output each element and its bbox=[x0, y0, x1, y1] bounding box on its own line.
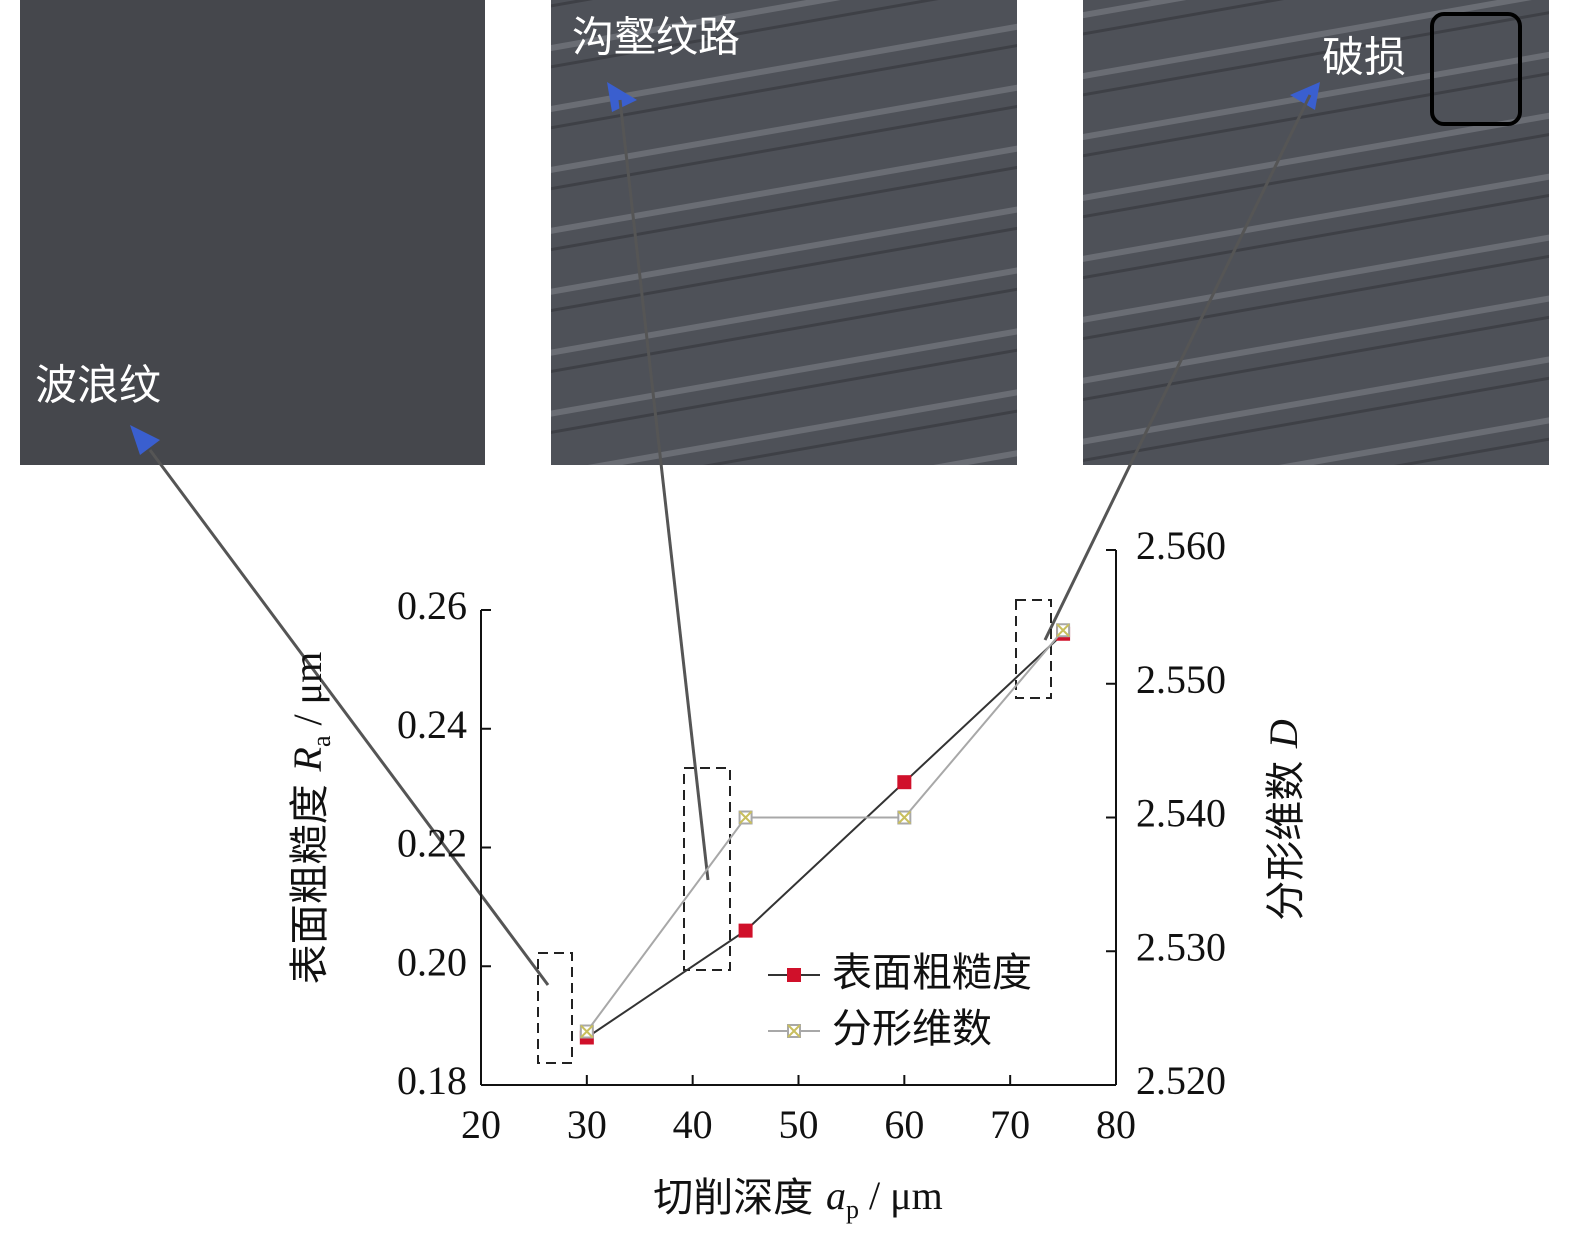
y2-tick-label: 2.540 bbox=[1136, 791, 1226, 836]
marker bbox=[897, 810, 912, 825]
y2-axis-label: 分形维数 D bbox=[1261, 719, 1309, 921]
y-tick-label: 0.18 bbox=[397, 1058, 467, 1103]
marker bbox=[738, 810, 753, 825]
x-tick-label: 20 bbox=[461, 1102, 501, 1147]
marker bbox=[787, 968, 801, 982]
series-line bbox=[586, 629, 1064, 1033]
x-tick-label: 30 bbox=[567, 1102, 607, 1147]
marker-cross bbox=[1056, 623, 1070, 637]
y-tick-label: 0.22 bbox=[397, 821, 467, 866]
y-tick-label: 0.26 bbox=[397, 583, 467, 628]
legend-label: 表面粗糙度 bbox=[832, 950, 1032, 996]
damage-box bbox=[1430, 12, 1522, 126]
marker-cross bbox=[738, 810, 753, 825]
marker bbox=[897, 775, 912, 790]
x-tick-label: 80 bbox=[1096, 1102, 1136, 1147]
x-tick-label: 70 bbox=[990, 1102, 1030, 1147]
highlight-boxes bbox=[537, 599, 1052, 1064]
image-panel bbox=[20, 0, 485, 465]
marker bbox=[1056, 623, 1071, 638]
marker-cross bbox=[897, 810, 912, 825]
y2-tick-label: 2.560 bbox=[1136, 523, 1226, 568]
image-panel bbox=[551, 0, 1017, 465]
y-tick-label: 0.24 bbox=[397, 702, 467, 747]
marker bbox=[787, 1024, 801, 1038]
x-tick-label: 60 bbox=[884, 1102, 924, 1147]
marker bbox=[579, 1024, 594, 1039]
x-tick-label: 50 bbox=[779, 1102, 819, 1147]
marker bbox=[738, 923, 753, 938]
annotation: 波浪纹 bbox=[35, 361, 161, 410]
y-axis-label: 表面粗糙度 Ra / μm bbox=[285, 652, 336, 984]
y2-tick-label: 2.520 bbox=[1136, 1058, 1226, 1103]
y2-tick-label: 2.550 bbox=[1136, 657, 1226, 702]
image-panel bbox=[1083, 0, 1549, 465]
marker-cross bbox=[580, 1024, 594, 1039]
marker-cross bbox=[787, 1024, 801, 1038]
x-tick-label: 40 bbox=[673, 1102, 713, 1147]
annotation: 破损 bbox=[1322, 33, 1406, 82]
annotation: 沟壑纹路 bbox=[572, 13, 740, 62]
series-line bbox=[586, 633, 1064, 1039]
arrow-heads bbox=[130, 82, 1320, 455]
x-axis-label: 切削深度 ap / μm bbox=[653, 1173, 942, 1224]
legend-label: 分形维数 bbox=[832, 1006, 992, 1052]
y-tick-label: 0.20 bbox=[397, 939, 467, 984]
y2-tick-label: 2.530 bbox=[1136, 924, 1226, 969]
